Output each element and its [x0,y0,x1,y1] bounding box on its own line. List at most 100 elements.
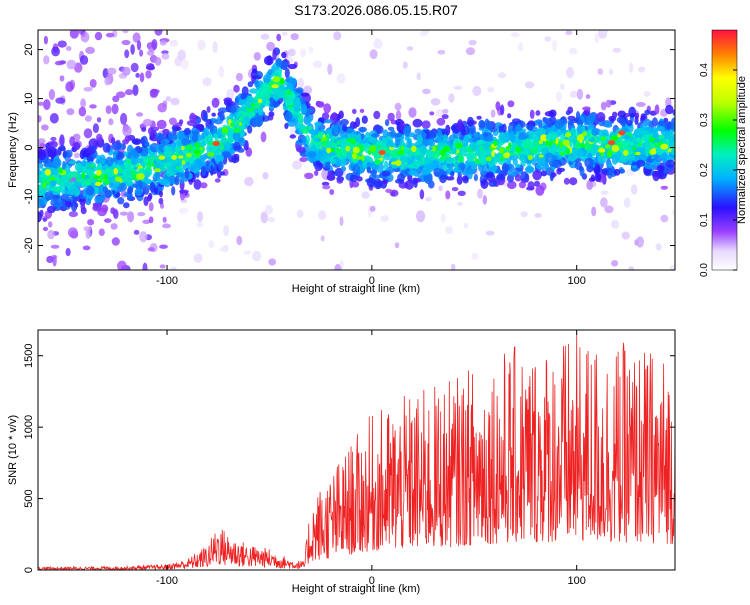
spectrogram-cell [203,126,210,137]
spectrogram-cell [209,123,215,130]
spectrogram-cell [38,198,44,209]
spectrogram-cell [404,180,414,190]
spectrogram-cell [226,88,235,101]
spectrogram-cell [193,253,203,263]
spectrogram-cell [563,177,570,185]
spectrogram-cell [113,168,118,175]
spectrogram-cell [654,104,660,115]
spectrogram-cell [133,158,144,164]
spectrogram-cell [568,135,576,141]
spectrogram-cell [382,179,389,185]
spectrogram-cell [604,144,611,149]
spectrogram-cell [186,152,192,158]
spectrogram-cell [133,166,139,170]
spectrogram-cell [59,75,65,82]
spectrogram-cell [575,111,581,121]
spectrogram-cell [611,145,620,152]
spectrogram-cell [394,102,402,111]
spectrogram-cell [585,94,591,99]
spectrogram-cell [666,121,672,130]
snr-x-tick-label: 0 [369,575,375,587]
spectrogram-cell [419,145,427,155]
spectrogram-cell [252,250,262,262]
spectrogram-cell [162,223,171,229]
spectrogram-cell [430,98,441,106]
spectrogram-x-tick-label: -100 [156,275,178,287]
spectrogram-cell [358,158,364,167]
spectrogram-cell [644,109,651,116]
spectrogram-cell [448,166,454,172]
spectrogram-cell [483,142,491,149]
spectrogram-cell [108,118,114,126]
spectrogram-cell [247,125,253,134]
spectrogram-cell [551,143,557,149]
spectrogram-cell [569,90,578,98]
spectrogram-cell [512,158,518,166]
spectrogram-cell [465,47,476,56]
spectrogram-cell [104,218,112,223]
spectrogram-cell [209,127,214,133]
spectrogram-cell [524,81,535,89]
spectrogram-cell [282,31,288,36]
spectrogram-cell [260,33,270,40]
spectrogram-cell [519,156,527,162]
spectrogram-cell [322,151,328,160]
spectrogram-cell [474,158,480,164]
spectrogram-cell [122,30,129,34]
spectrogram-cell [111,103,119,115]
spectrogram-cell [438,185,443,192]
spectrogram-cell [64,197,75,202]
spectrogram-cell [559,152,565,156]
spectrogram-cell [644,163,654,170]
spectrogram-cell [586,179,593,191]
spectrogram-cell [473,131,481,138]
spectrogram-cell [485,230,495,236]
spectrogram-cell [496,173,506,181]
spectrogram-cell [38,138,46,145]
spectrogram-cell [105,105,112,114]
spectrogram-cell [560,83,565,91]
spectrogram-cell [536,127,547,136]
spectrogram-cell [123,202,130,209]
spectrogram-cell [304,172,314,179]
spectrogram-cell [154,168,161,173]
spectrogram-cell [466,152,476,161]
spectrogram-cell [314,170,319,176]
spectrogram-cell [307,126,312,131]
spectrogram-cell [238,122,242,126]
spectrogram-cell [163,145,172,152]
spectrogram-cell [340,118,349,126]
spectrogram-cell [356,155,363,160]
spectrogram-cell [122,125,132,137]
spectrogram-cell [500,104,505,116]
spectrogram-cell [112,95,120,103]
spectrogram-cell [162,216,167,223]
spectrogram-cell [339,216,344,226]
spectrogram-cell [179,119,184,125]
spectrogram-cell [540,170,548,177]
spectrogram-cell [50,198,59,207]
spectrogram-cell [275,58,283,67]
spectrogram-cell [47,146,57,158]
spectrogram-cell [371,133,380,138]
spectrogram-cell [233,127,242,134]
spectrogram-cell [485,156,492,162]
spectrogram-cell [297,124,306,130]
spectrogram-cell [121,39,131,46]
spectrogram-cell [206,106,211,113]
spectrogram-cell [281,51,287,59]
spectrogram-cell [154,162,161,169]
spectrogram-cell [47,205,56,214]
spectrogram-cell [94,181,102,187]
spectrogram-cell [105,170,116,178]
spectrogram-y-tick-label: -10 [23,189,35,205]
spectrogram-cell [484,152,493,157]
spectrogram-cell [604,122,613,128]
spectrogram-cell [361,115,368,124]
colorbar-tick-label: 0.0 [699,263,710,277]
spectrogram-y-tick-label: 20 [23,43,35,55]
spectrogram-cell [480,179,489,189]
spectrogram-cell [290,33,299,41]
spectrogram-cell [180,59,189,70]
spectrogram-cell [334,263,342,270]
